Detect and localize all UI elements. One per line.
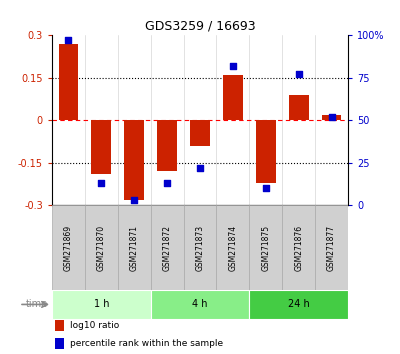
Text: GSM271874: GSM271874	[228, 225, 237, 271]
Bar	[55, 338, 64, 349]
Point	[328, 114, 335, 120]
Text: time: time	[26, 299, 48, 309]
Bar	[223, 75, 243, 120]
Bar	[151, 290, 249, 319]
Bar	[256, 120, 276, 183]
Bar	[249, 205, 282, 290]
Text: GSM271870: GSM271870	[97, 225, 106, 271]
Point	[262, 185, 269, 191]
Text: log10 ratio: log10 ratio	[70, 321, 119, 330]
Point	[65, 38, 72, 43]
Bar	[249, 290, 348, 319]
Text: 4 h: 4 h	[192, 299, 208, 309]
Bar	[118, 205, 151, 290]
Text: GSM271873: GSM271873	[196, 225, 204, 271]
Bar	[52, 290, 151, 319]
Point	[164, 181, 170, 186]
Text: 1 h: 1 h	[94, 299, 109, 309]
Bar	[92, 120, 111, 174]
Text: GSM271872: GSM271872	[163, 225, 172, 271]
Bar	[315, 205, 348, 290]
Bar	[289, 95, 308, 120]
Bar	[216, 205, 249, 290]
Point	[230, 63, 236, 69]
Text: GSM271875: GSM271875	[261, 225, 270, 271]
Bar	[190, 120, 210, 146]
Bar	[55, 320, 64, 331]
Text: GSM271871: GSM271871	[130, 225, 139, 271]
Bar	[85, 205, 118, 290]
Bar	[184, 205, 216, 290]
Bar	[282, 205, 315, 290]
Text: GSM271876: GSM271876	[294, 225, 303, 271]
Text: GSM271869: GSM271869	[64, 225, 73, 271]
Bar	[58, 44, 78, 120]
Point	[197, 165, 203, 171]
Point	[296, 72, 302, 77]
Point	[131, 198, 138, 203]
Bar	[52, 205, 85, 290]
Title: GDS3259 / 16693: GDS3259 / 16693	[145, 20, 255, 33]
Text: GSM271877: GSM271877	[327, 225, 336, 271]
Bar	[151, 205, 184, 290]
Bar	[157, 120, 177, 171]
Text: 24 h: 24 h	[288, 299, 310, 309]
Point	[98, 181, 104, 186]
Bar	[322, 115, 342, 120]
Text: percentile rank within the sample: percentile rank within the sample	[70, 339, 223, 348]
Bar	[124, 120, 144, 200]
